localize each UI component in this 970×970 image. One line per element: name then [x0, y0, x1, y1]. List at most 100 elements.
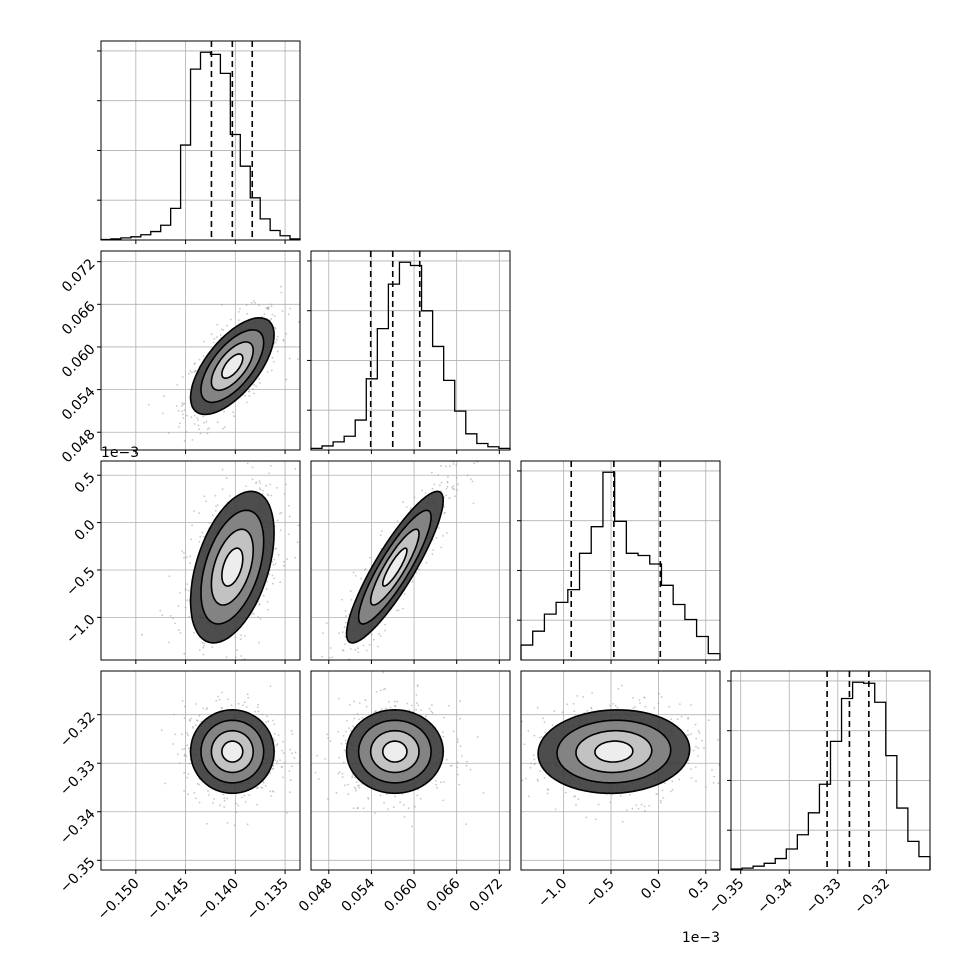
scatter-point	[370, 633, 373, 636]
scatter-point	[237, 804, 240, 807]
scatter-point	[180, 676, 182, 678]
scatter-point	[263, 313, 266, 315]
scatter-point	[220, 691, 223, 694]
scatter-point	[198, 783, 201, 786]
scatter-point	[201, 531, 204, 534]
y-tick-label: 0.5	[72, 470, 99, 497]
scatter-point	[258, 304, 260, 307]
scatter-point	[160, 729, 163, 732]
scatter-point	[259, 617, 262, 620]
scatter-point	[234, 656, 237, 659]
scatter-point	[428, 707, 431, 710]
scatter-point	[164, 782, 167, 785]
scatter-point	[690, 777, 693, 779]
scatter-point	[634, 706, 637, 708]
scatter-point	[701, 739, 703, 742]
scatter-point	[285, 378, 288, 381]
scatter-point	[457, 761, 459, 764]
scatter-point	[800, 767, 802, 769]
scatter-point	[294, 556, 296, 559]
scatter-point	[337, 772, 340, 775]
scatter-point	[270, 369, 273, 372]
scatter-point	[203, 642, 206, 645]
panel-frame	[100, 40, 301, 241]
scatter-point	[543, 777, 546, 779]
scatter-point	[251, 478, 254, 481]
histogram-panel-2	[517, 460, 721, 661]
scatter-point	[210, 333, 213, 336]
scatter-point	[274, 327, 277, 330]
scatter-point	[262, 782, 265, 784]
scatter-point	[669, 790, 672, 793]
x-tick-label: 0.5	[686, 876, 713, 903]
scatter-point	[179, 422, 182, 425]
scatter-point	[394, 795, 397, 798]
y-tick-label: −0.34	[57, 806, 99, 848]
scatter-point	[225, 477, 228, 480]
scatter-point	[193, 423, 196, 425]
scatter-point	[271, 445, 273, 447]
scatter-point	[472, 502, 475, 505]
scatter-point	[273, 315, 276, 317]
scatter-point	[361, 717, 364, 719]
x-axis-param-3: −0.35 −0.34 −0.33 −0.32	[706, 870, 893, 917]
scatter-point	[268, 472, 270, 475]
scatter-point	[250, 301, 253, 304]
scatter-point	[452, 463, 455, 465]
histogram-step-line	[520, 471, 721, 660]
scatter-point	[365, 649, 368, 652]
scatter-point	[317, 778, 320, 780]
x-tick-label: −0.35	[706, 876, 748, 918]
scatter-point	[190, 416, 193, 419]
scatter-point	[690, 733, 693, 735]
panel-frame	[730, 670, 931, 871]
scatter-point	[678, 778, 681, 781]
scatter-point	[275, 486, 278, 489]
scatter-point	[561, 711, 564, 713]
scatter-point	[198, 541, 201, 543]
scatter-point	[191, 439, 194, 441]
scatter-point	[198, 801, 201, 804]
scatter-point	[271, 790, 274, 792]
scatter-point	[348, 727, 350, 729]
scatter-point	[384, 687, 386, 690]
scatter-point	[194, 703, 197, 705]
scatter-point	[182, 417, 185, 419]
scatter-point	[546, 792, 549, 795]
scatter-point	[202, 646, 205, 649]
scatter-point	[362, 807, 365, 810]
scatter-point	[573, 710, 576, 712]
scatter-point	[199, 432, 202, 435]
scatter-point	[191, 664, 193, 666]
scatter-point	[174, 733, 177, 736]
panel-frame	[100, 460, 301, 661]
scatter-point	[261, 786, 264, 789]
scatter-point	[246, 693, 249, 696]
scatter-point	[274, 759, 277, 762]
scatter-point	[344, 610, 347, 612]
scatter-point	[657, 702, 660, 705]
scatter-point	[389, 706, 392, 709]
scatter-point	[184, 665, 186, 667]
scatter-point	[183, 771, 186, 774]
scatter-point	[544, 731, 547, 734]
scatter-point	[431, 712, 434, 714]
scatter-point	[452, 485, 455, 487]
scatter-point	[394, 705, 397, 708]
scatter-point	[192, 725, 194, 728]
scatter-point	[291, 733, 294, 735]
scatter-point	[180, 733, 183, 736]
scatter-point	[291, 752, 293, 755]
scatter-point	[191, 524, 194, 527]
scatter-point	[267, 308, 270, 311]
density-panel-1-2	[310, 460, 511, 661]
scatter-point	[713, 775, 715, 778]
scatter-point	[267, 720, 270, 723]
scatter-point	[252, 436, 254, 438]
scatter-point	[196, 417, 199, 419]
scatter-point	[288, 357, 291, 360]
scatter-point	[377, 645, 379, 648]
scatter-point	[275, 744, 278, 747]
scatter-point	[189, 562, 192, 564]
scatter-point	[476, 736, 479, 738]
